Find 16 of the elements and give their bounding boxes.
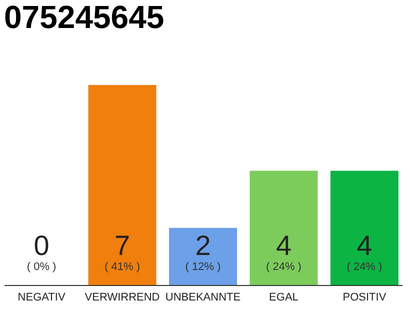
annotation: ( 0% ) xyxy=(26,261,56,273)
data-label: 0 xyxy=(34,230,50,261)
x-tick-label: NEGATIV xyxy=(18,292,66,304)
x-tick-label: VERWIRREND xyxy=(84,292,160,304)
annotation: ( 24% ) xyxy=(266,261,302,273)
x-tick-label: UNBEKANNTE xyxy=(165,292,241,304)
data-label: 7 xyxy=(114,230,130,261)
chart-title: 075245645 xyxy=(4,0,164,35)
data-label: 2 xyxy=(195,230,211,261)
data-label: 4 xyxy=(276,230,292,261)
x-tick-label: POSITIV xyxy=(342,292,387,304)
annotation: ( 41% ) xyxy=(104,261,140,273)
x-tick-label: EGAL xyxy=(269,292,298,304)
annotation: ( 12% ) xyxy=(185,261,221,273)
data-label: 4 xyxy=(356,230,372,261)
annotation: ( 24% ) xyxy=(346,261,382,273)
